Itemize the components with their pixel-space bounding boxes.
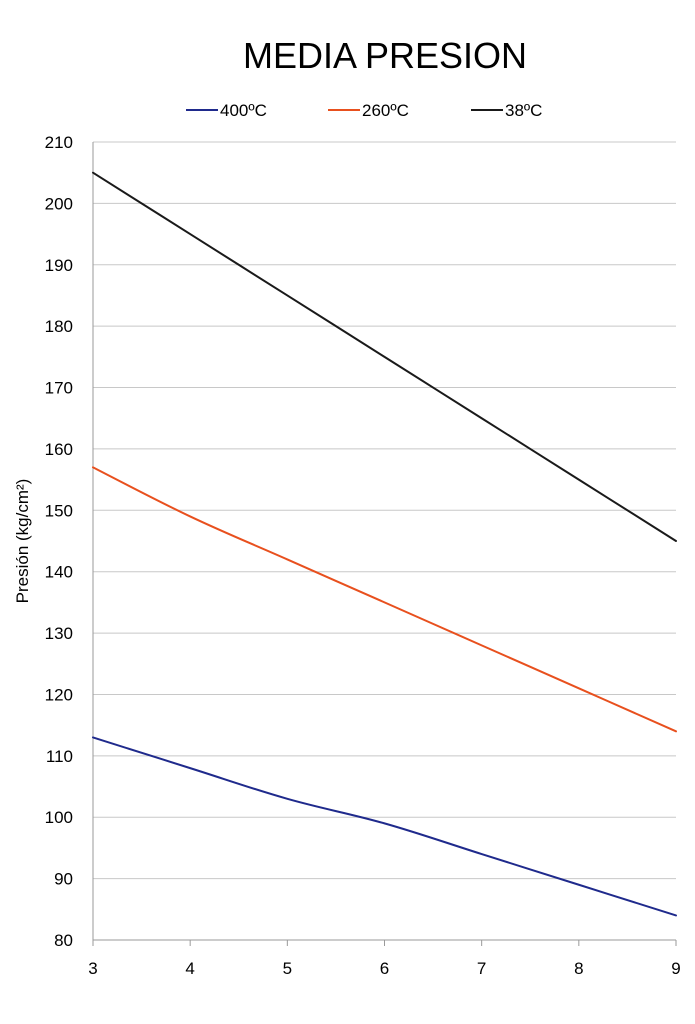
legend-label: 260ºC [362, 101, 409, 120]
y-tick-label: 80 [54, 931, 73, 950]
legend-label: 400ºC [220, 101, 267, 120]
x-axis-ticks: 3 4 5 6 7 8 9 [88, 940, 681, 978]
series-line-1 [92, 736, 677, 917]
y-tick-label: 140 [45, 563, 73, 582]
y-tick-label: 120 [45, 685, 73, 704]
x-tick-label: 8 [574, 959, 583, 978]
gridlines [93, 141, 676, 880]
y-tick-label: 110 [46, 747, 73, 766]
x-tick-label: 3 [88, 959, 97, 978]
series-line-3 [92, 171, 677, 542]
legend-label: 38ºC [505, 101, 542, 120]
legend: 400ºC 260ºC 38ºC [186, 101, 542, 120]
y-tick-label: 90 [54, 870, 73, 889]
y-tick-label: 170 [45, 379, 73, 398]
x-tick-label: 4 [185, 959, 194, 978]
y-tick-label: 200 [45, 194, 73, 213]
y-tick-label: 180 [45, 317, 73, 336]
series-line-2 [92, 466, 677, 733]
axes [92, 142, 676, 941]
y-tick-label: 190 [45, 256, 73, 275]
y-axis-ticks: 80 90 100 110 120 130 140 150 160 170 180 190 200 210 [45, 133, 73, 950]
y-axis-title: Presión (kg/cm²) [13, 479, 32, 604]
x-tick-label: 6 [380, 959, 389, 978]
y-tick-label: 130 [45, 624, 73, 643]
series-group [92, 171, 677, 917]
chart-title: MEDIA PRESION [243, 35, 527, 76]
x-tick-label: 5 [283, 959, 292, 978]
x-tick-label: 9 [671, 959, 680, 978]
x-tick-label: 7 [477, 959, 486, 978]
y-tick-label: 150 [45, 501, 73, 520]
y-tick-label: 160 [45, 440, 73, 459]
y-tick-label: 100 [45, 808, 73, 827]
y-tick-label: 210 [45, 133, 73, 152]
